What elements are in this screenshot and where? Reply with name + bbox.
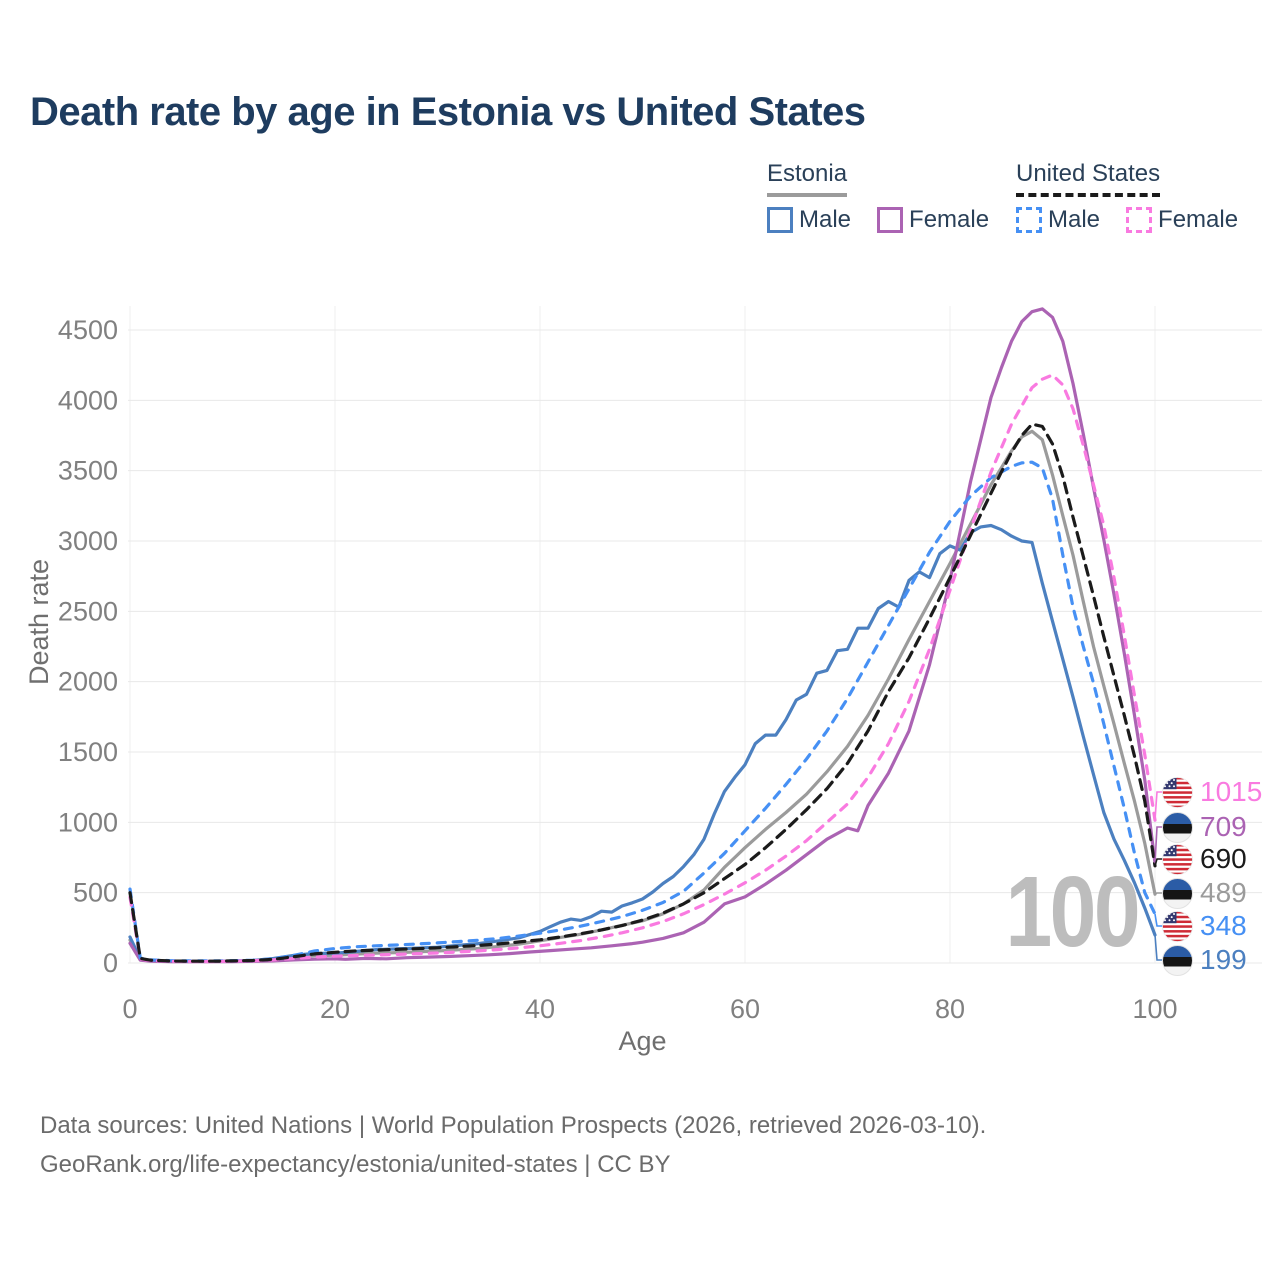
y-axis-title: Death rate [24, 559, 54, 685]
x-tick-label: 60 [730, 994, 760, 1024]
end-label-connector [1154, 892, 1163, 895]
y-tick-label: 500 [73, 878, 118, 908]
end-value: 489 [1200, 877, 1247, 908]
estonia-male-swatch-icon [767, 207, 793, 233]
end-value: 1015 [1200, 776, 1263, 807]
us-flag-icon [1162, 843, 1193, 875]
legend-header-united-states: United States [1016, 160, 1161, 197]
legend-item-label: Male [799, 206, 852, 233]
x-tick-label: 20 [320, 994, 350, 1024]
us-flag-icon [1162, 910, 1193, 942]
x-tick-label: 0 [122, 994, 137, 1024]
estonia-flag-icon [1162, 877, 1193, 909]
legend-items-estonia: Male Female [767, 206, 1015, 234]
y-tick-label: 4500 [58, 315, 118, 345]
estonia-female-swatch-icon [877, 207, 904, 233]
legend-item-estonia-male: Male [767, 206, 851, 234]
x-tick-label: 100 [1132, 994, 1177, 1024]
end-label-ee_total: 489 [1162, 877, 1247, 909]
us-male-swatch-icon [1016, 207, 1042, 233]
estonia-flag-icon [1162, 944, 1193, 976]
end-label-ee_male: 199 [1162, 944, 1247, 976]
y-tick-label: 2500 [58, 596, 118, 626]
end-label-us_total: 690 [1162, 843, 1247, 875]
legend-item-label: Female [1158, 206, 1239, 233]
end-label-ee_female: 709 [1162, 811, 1247, 843]
x-tick-label: 80 [935, 994, 965, 1024]
us-flag-icon [1162, 776, 1193, 808]
estonia-flag-icon [1162, 811, 1193, 843]
current-age-indicator: 100 [1005, 855, 1138, 968]
legend-item-us-male: Male [1016, 206, 1100, 234]
y-tick-label: 3000 [58, 526, 118, 556]
end-label-connector [1154, 791, 1163, 821]
series-line-us_female [128, 373, 1157, 964]
legend-item-us-female: Female [1126, 206, 1238, 234]
data-sources-text: Data sources: United Nations | World Pop… [40, 1112, 987, 1139]
footer: Data sources: United Nations | World Pop… [40, 1106, 986, 1184]
series-line-ee_female [128, 307, 1157, 964]
end-value: 199 [1200, 944, 1247, 975]
end-label-connector [1154, 826, 1163, 864]
page-title: Death rate by age in Estonia vs United S… [30, 90, 866, 134]
y-tick-label: 4000 [58, 385, 118, 415]
end-label-connector [1154, 934, 1163, 961]
x-axis-title: Age [618, 1026, 666, 1056]
end-value: 348 [1200, 910, 1247, 941]
x-tick-label: 40 [525, 994, 555, 1024]
us-female-swatch-icon [1126, 207, 1153, 233]
series-line-us_male [128, 460, 1157, 963]
end-label-us_female: 1015 [1162, 776, 1262, 808]
attribution-text: GeoRank.org/life-expectancy/estonia/unit… [40, 1151, 671, 1178]
y-tick-label: 0 [103, 948, 118, 978]
y-tick-label: 1500 [58, 737, 118, 767]
end-value: 690 [1200, 843, 1247, 874]
y-tick-label: 1000 [58, 807, 118, 837]
y-tick-label: 2000 [58, 667, 118, 697]
legend-group-united-states: United States Male Female [1016, 160, 1264, 234]
legend-item-label: Male [1048, 206, 1101, 233]
legend-item-label: Female [909, 206, 990, 233]
end-value: 709 [1200, 811, 1247, 842]
legend-group-estonia: Estonia Male Female [767, 160, 1015, 234]
series-line-ee_total [128, 429, 1157, 964]
legend-item-estonia-female: Female [877, 206, 989, 234]
end-label-us_male: 348 [1162, 910, 1247, 942]
series-line-ee_male [128, 523, 1157, 963]
legend-header-estonia: Estonia [767, 160, 848, 197]
end-label-connector [1154, 913, 1163, 927]
series-line-us_total [128, 422, 1157, 963]
y-tick-label: 3500 [58, 456, 118, 486]
legend-items-united-states: Male Female [1016, 206, 1264, 234]
end-label-connector [1154, 858, 1163, 867]
